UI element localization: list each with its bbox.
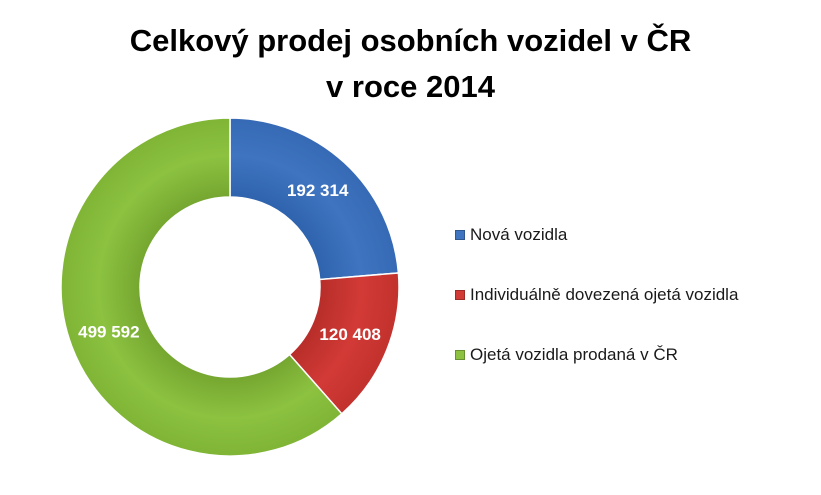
chart-title-line-2: v roce 2014 <box>326 69 495 104</box>
legend-label-2: Individuálně dovezená ojetá vozidla <box>470 285 739 304</box>
chart-title: Celkový prodej osobních vozidel v ČR v r… <box>0 18 821 110</box>
legend-label-1: Nová vozidla <box>470 225 568 244</box>
slice-value-label-3: 499 592 <box>78 322 139 341</box>
legend-swatch-1 <box>455 230 465 240</box>
donut-slice-3 <box>60 117 343 457</box>
legend-item-2: Individuálně dovezená ojetá vozidla <box>455 280 738 310</box>
chart-title-line-1: Celkový prodej osobních vozidel v ČR <box>129 23 692 58</box>
legend-item-1: Nová vozidla <box>455 220 567 250</box>
legend-label-3: Ojetá vozidla prodaná v ČR <box>470 345 678 364</box>
slice-value-label-1: 192 314 <box>287 181 349 200</box>
slice-value-label-2: 120 408 <box>319 325 380 344</box>
donut-slice-1 <box>229 117 400 281</box>
legend-swatch-2 <box>455 290 465 300</box>
legend-item-3: Ojetá vozidla prodaná v ČR <box>455 340 678 370</box>
legend-swatch-3 <box>455 350 465 360</box>
